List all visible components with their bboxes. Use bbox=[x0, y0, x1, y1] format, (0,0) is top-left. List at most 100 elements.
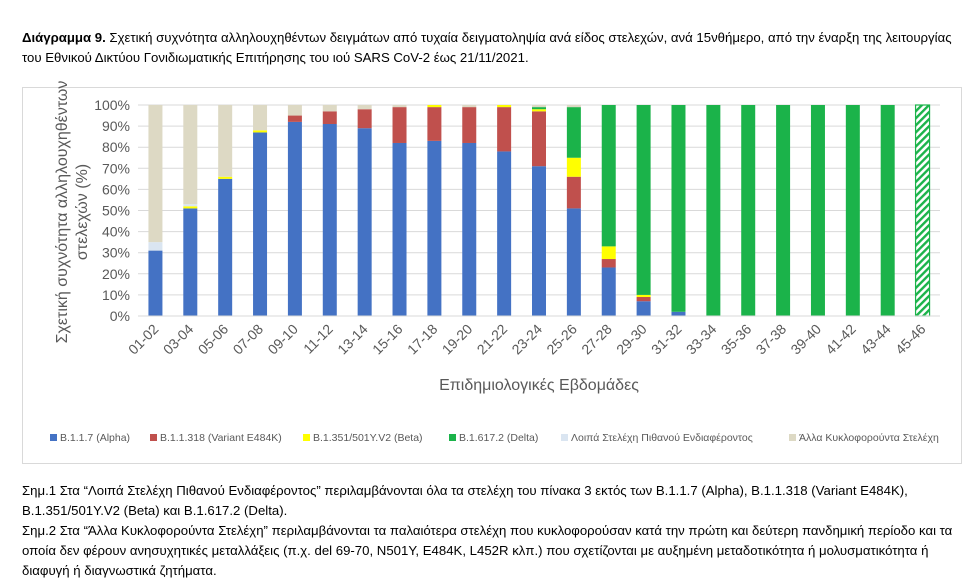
footnote-1: Σημ.1 Στα “Λοιπά Στελέχη Πιθανού Ενδιαφέ… bbox=[22, 483, 908, 518]
bar-segment-delta bbox=[741, 105, 756, 316]
bar-segment-alpha bbox=[497, 151, 512, 316]
legend-swatch-beta bbox=[303, 434, 310, 441]
bar-segment-other_circulating bbox=[322, 105, 337, 112]
bar-segment-e484k bbox=[287, 115, 302, 122]
bar-segment-beta bbox=[601, 246, 616, 260]
x-tick-label: 03-04 bbox=[160, 321, 197, 358]
bar-segment-delta bbox=[601, 105, 616, 247]
bar-segment-other_circulating bbox=[532, 105, 546, 108]
bar-segment-beta bbox=[636, 294, 651, 298]
legend-label-e484k: B.1.1.318 (Variant E484K) bbox=[160, 432, 282, 444]
bar-segment-delta bbox=[671, 105, 686, 312]
x-tick-label: 07-08 bbox=[230, 321, 267, 358]
bar-segment-e484k bbox=[392, 107, 407, 143]
bar-segment-e484k bbox=[601, 259, 616, 268]
bar-segment-alpha bbox=[636, 301, 651, 316]
y-tick-label: 10% bbox=[102, 287, 130, 303]
x-tick-label: 45-46 bbox=[892, 321, 929, 358]
bar-segment-alpha bbox=[322, 123, 337, 317]
bar-segment-delta bbox=[566, 107, 581, 158]
y-tick-label: 100% bbox=[94, 97, 130, 113]
bar-segment-other_circulating bbox=[183, 105, 198, 205]
bar-segment-delta bbox=[776, 105, 791, 316]
bar-segment-e484k bbox=[427, 107, 442, 141]
bar-segment-delta bbox=[532, 107, 546, 110]
legend-label-other_interest: Λοιπά Στελέχη Πιθανού Ενδιαφέροντος bbox=[571, 432, 753, 444]
x-tick-label: 33-34 bbox=[683, 321, 720, 358]
y-tick-label: 90% bbox=[102, 118, 130, 134]
bar-segment-delta bbox=[636, 105, 651, 295]
bar-segment-other_circulating bbox=[462, 105, 477, 108]
bar-segment-alpha bbox=[287, 121, 302, 316]
bar-segment-e484k bbox=[532, 111, 546, 167]
bar-segment-alpha bbox=[148, 250, 163, 316]
legend-swatch-other_circulating bbox=[789, 434, 796, 441]
bar-segment-other_circulating bbox=[148, 105, 163, 243]
bar-segment-other_circulating bbox=[357, 105, 372, 110]
x-tick-label: 19-20 bbox=[439, 321, 476, 358]
bar-segment-delta bbox=[845, 105, 860, 316]
y-tick-label: 50% bbox=[102, 203, 130, 219]
bar-segment-beta bbox=[253, 130, 268, 133]
bar-segment-alpha bbox=[462, 142, 477, 316]
x-tick-label: 43-44 bbox=[857, 321, 894, 358]
bar-segment-other_circulating bbox=[218, 105, 233, 177]
bar-segment-delta bbox=[810, 105, 825, 316]
bar-segment-alpha bbox=[392, 142, 407, 316]
legend-label-beta: B.1.351/501Y.V2 (Beta) bbox=[313, 432, 423, 444]
legend-label-alpha: B.1.1.7 (Alpha) bbox=[60, 432, 130, 444]
legend-label-delta: B.1.617.2 (Delta) bbox=[459, 432, 538, 444]
bar-segment-e484k bbox=[462, 107, 477, 143]
y-axis-title: Σχετική συχνότητα αλληλουχηθέντων στελεχώ… bbox=[54, 81, 91, 344]
footnote-2: Σημ.2 Στα “Άλλα Κυκλοφορούντα Στελέχη” π… bbox=[22, 523, 953, 578]
bar-segment-e484k bbox=[566, 176, 581, 209]
bar-segment-other_interest bbox=[148, 242, 163, 251]
figure-caption: Διάγραμμα 9. Σχετική συχνότητα αλληλουχη… bbox=[22, 28, 952, 68]
x-tick-label: 11-12 bbox=[300, 321, 336, 357]
y-tick-label: 70% bbox=[102, 160, 130, 176]
bar-segment-alpha bbox=[671, 311, 686, 316]
bar-segment-alpha bbox=[253, 132, 268, 316]
x-tick-label: 09-10 bbox=[264, 321, 301, 358]
bar-segment-other_circulating bbox=[566, 105, 581, 108]
legend-swatch-alpha bbox=[50, 434, 57, 441]
legend-label-other_circulating: Άλλα Κυκλοφορούντα Στελέχη bbox=[799, 432, 939, 444]
y-tick-label: 30% bbox=[102, 245, 130, 261]
x-tick-label: 01-02 bbox=[125, 321, 162, 358]
bar-segment-beta bbox=[427, 105, 442, 108]
bar-segment-delta bbox=[706, 105, 721, 316]
bar-segment-alpha bbox=[427, 140, 442, 316]
x-tick-label: 29-30 bbox=[613, 321, 650, 358]
bar-segment-delta bbox=[914, 104, 931, 317]
bar-segment-alpha bbox=[601, 267, 616, 316]
bar-segment-other_circulating bbox=[253, 105, 268, 131]
bar-segment-delta bbox=[880, 105, 895, 316]
x-tick-label: 15-16 bbox=[369, 321, 406, 358]
chart-frame bbox=[22, 87, 962, 464]
footnotes: Σημ.1 Στα “Λοιπά Στελέχη Πιθανού Ενδιαφέ… bbox=[22, 481, 962, 581]
y-tick-label: 60% bbox=[102, 181, 130, 197]
bar-segment-alpha bbox=[218, 178, 233, 316]
x-tick-label: 25-26 bbox=[543, 321, 580, 358]
bar-segment-e484k bbox=[636, 297, 651, 302]
bar-segment-e484k bbox=[357, 109, 372, 129]
caption-text: Σχετική συχνότητα αλληλουχηθέντων δειγμά… bbox=[22, 30, 952, 65]
bar-segment-other_circulating bbox=[392, 105, 407, 108]
x-tick-label: 05-06 bbox=[195, 321, 232, 358]
x-tick-label: 35-36 bbox=[718, 321, 755, 358]
bar-segment-alpha bbox=[357, 128, 372, 316]
y-tick-label: 80% bbox=[102, 139, 130, 155]
bar-segment-e484k bbox=[322, 111, 337, 124]
x-axis-title: Επιδημιολογικές Εβδομάδες bbox=[439, 377, 639, 394]
bar-segment-beta bbox=[532, 109, 546, 112]
x-tick-label: 27-28 bbox=[578, 321, 615, 358]
x-tick-label: 39-40 bbox=[787, 321, 824, 358]
bar-segment-alpha bbox=[532, 166, 546, 316]
bar-segment-other_interest bbox=[183, 204, 198, 207]
bar-segment-e484k bbox=[497, 107, 512, 152]
caption-label: Διάγραμμα 9. bbox=[22, 30, 106, 45]
bar-segment-beta bbox=[218, 176, 233, 179]
legend-swatch-e484k bbox=[150, 434, 157, 441]
legend-swatch-delta bbox=[449, 434, 456, 441]
x-tick-label: 31-32 bbox=[648, 321, 685, 358]
